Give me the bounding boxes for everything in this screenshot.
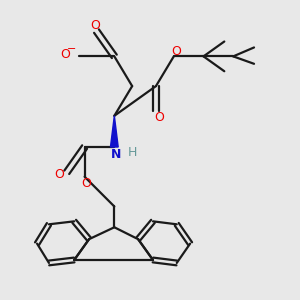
Text: −: − [67,44,76,54]
Text: O: O [154,111,164,124]
Text: O: O [90,19,100,32]
Polygon shape [110,116,118,147]
Text: O: O [54,168,64,181]
Text: H: H [128,146,137,160]
Text: N: N [111,148,121,161]
Text: O: O [60,48,70,62]
Text: O: O [171,44,181,58]
Text: O: O [81,177,91,190]
